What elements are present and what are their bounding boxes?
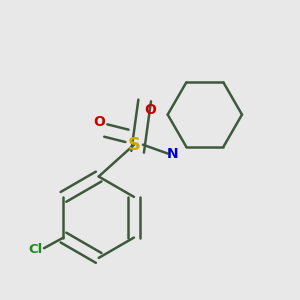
Text: Cl: Cl: [28, 244, 42, 256]
Text: O: O: [93, 115, 105, 129]
Text: O: O: [144, 103, 156, 117]
Text: S: S: [128, 136, 141, 154]
Text: N: N: [167, 146, 179, 161]
